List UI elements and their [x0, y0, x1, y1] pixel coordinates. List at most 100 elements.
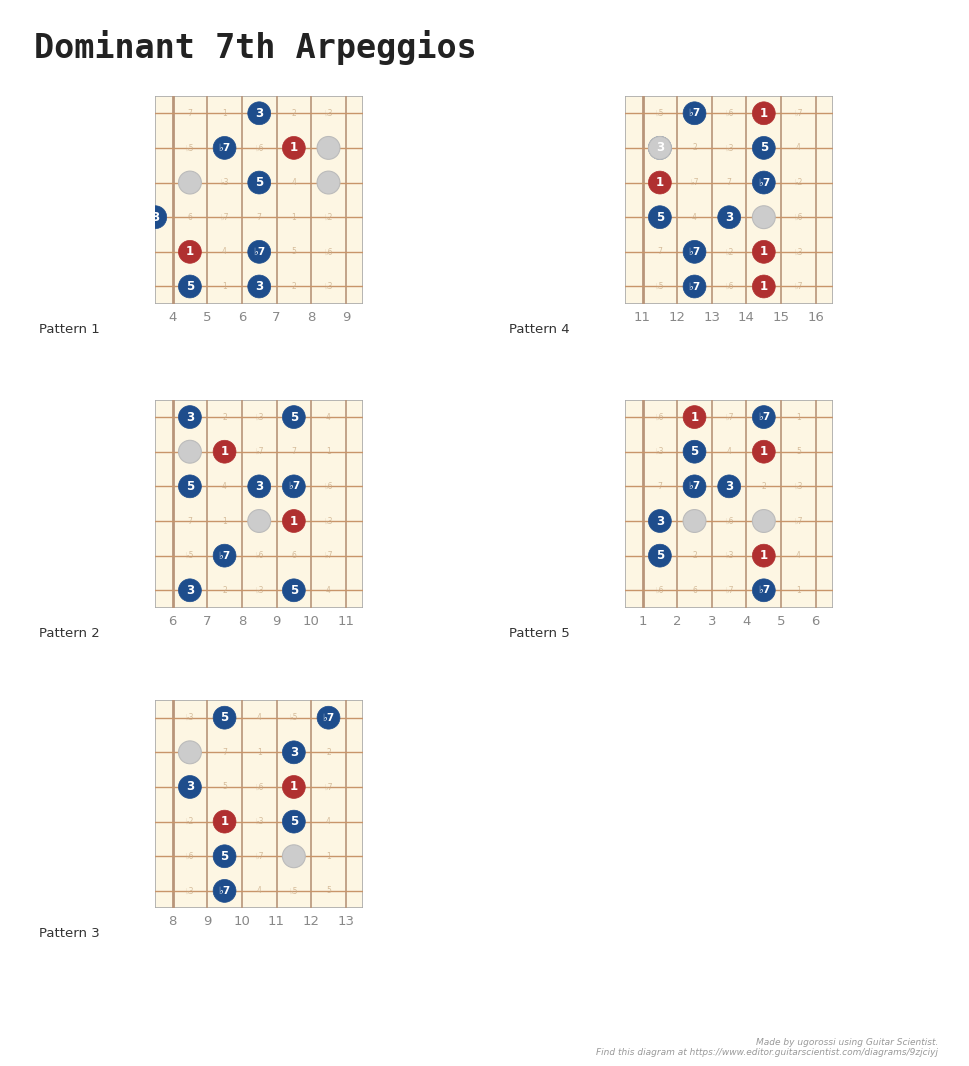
Text: Pattern 2: Pattern 2	[39, 627, 100, 640]
Text: 3: 3	[255, 280, 264, 293]
Text: ♭2: ♭2	[656, 144, 664, 152]
Text: 6: 6	[222, 852, 227, 860]
Text: 5: 5	[692, 517, 697, 526]
Circle shape	[752, 136, 775, 159]
Text: ♭7: ♭7	[725, 586, 734, 595]
Text: ♭2: ♭2	[255, 109, 264, 117]
Text: ♭6: ♭6	[186, 448, 194, 456]
Text: 5: 5	[692, 109, 697, 117]
Text: 2: 2	[327, 748, 330, 757]
Text: ♭6: ♭6	[725, 517, 734, 526]
Text: 6: 6	[692, 413, 697, 421]
Text: 5: 5	[760, 142, 768, 155]
Text: ♭3: ♭3	[795, 247, 802, 256]
Text: 1: 1	[760, 549, 767, 562]
Text: ♭3: ♭3	[656, 448, 664, 456]
Circle shape	[648, 510, 672, 532]
Text: Pattern 1: Pattern 1	[39, 323, 100, 336]
Circle shape	[248, 241, 270, 263]
Text: ♭7: ♭7	[218, 551, 231, 561]
Text: 1: 1	[762, 178, 766, 187]
Text: 7: 7	[727, 178, 732, 187]
Text: 7: 7	[292, 448, 297, 456]
Text: 2: 2	[222, 818, 227, 826]
Text: ♭2: ♭2	[186, 818, 194, 826]
Text: 5: 5	[220, 711, 229, 724]
Circle shape	[178, 406, 202, 429]
Text: 5: 5	[796, 448, 801, 456]
Text: ♭6: ♭6	[656, 413, 664, 421]
Circle shape	[282, 136, 305, 159]
Text: 1: 1	[656, 176, 664, 189]
Text: 7: 7	[762, 586, 766, 595]
Text: ♭7: ♭7	[795, 517, 802, 526]
Text: 4: 4	[692, 213, 697, 222]
Text: ♭5: ♭5	[255, 247, 264, 256]
Text: ♭5: ♭5	[656, 109, 664, 117]
Text: 6: 6	[762, 282, 766, 291]
Text: 3: 3	[762, 551, 766, 560]
Text: ♭6: ♭6	[186, 852, 194, 860]
Circle shape	[178, 275, 202, 297]
Text: 7: 7	[187, 109, 193, 117]
Circle shape	[752, 406, 775, 429]
Text: 6: 6	[762, 517, 766, 526]
Text: 3: 3	[292, 818, 297, 826]
Circle shape	[648, 136, 672, 159]
Text: ♭3: ♭3	[255, 586, 264, 595]
Text: ♭7: ♭7	[795, 282, 802, 291]
Text: Pattern 4: Pattern 4	[509, 323, 570, 336]
Circle shape	[648, 172, 672, 194]
Text: Pattern 5: Pattern 5	[509, 627, 570, 640]
Circle shape	[752, 172, 775, 194]
Circle shape	[718, 206, 740, 228]
Text: 5: 5	[656, 549, 664, 562]
Text: ♭7: ♭7	[323, 713, 334, 723]
Circle shape	[752, 510, 775, 532]
Text: 7: 7	[762, 413, 766, 421]
Text: 5: 5	[222, 551, 227, 560]
Text: 3: 3	[187, 482, 193, 490]
Text: 1: 1	[327, 852, 330, 860]
Text: 4: 4	[292, 178, 297, 187]
Text: 1: 1	[290, 142, 297, 155]
Text: ♭6: ♭6	[725, 109, 734, 117]
Circle shape	[248, 510, 270, 532]
Text: 3: 3	[187, 247, 193, 256]
Circle shape	[752, 275, 775, 297]
Text: ♭3: ♭3	[795, 482, 802, 490]
Text: ♭5: ♭5	[186, 144, 194, 152]
Text: 3: 3	[186, 584, 194, 597]
Text: 1: 1	[186, 245, 194, 258]
Text: 5: 5	[690, 446, 699, 458]
Circle shape	[248, 102, 270, 125]
Circle shape	[752, 241, 775, 263]
Text: 1: 1	[691, 410, 699, 423]
Text: 2: 2	[692, 551, 697, 560]
Text: 3: 3	[656, 142, 664, 155]
Text: 6: 6	[222, 448, 227, 456]
Text: Pattern 3: Pattern 3	[39, 927, 100, 940]
Text: 5: 5	[222, 144, 227, 152]
Text: 3: 3	[255, 107, 264, 119]
Circle shape	[718, 475, 740, 498]
Text: 5: 5	[692, 282, 697, 291]
Text: ♭7: ♭7	[218, 886, 231, 895]
Text: 5: 5	[290, 410, 298, 423]
Text: 7: 7	[292, 852, 297, 860]
Text: 3: 3	[290, 746, 297, 759]
Circle shape	[752, 545, 775, 567]
Text: 6: 6	[292, 782, 297, 791]
Text: ♭6: ♭6	[656, 586, 664, 595]
Text: 6: 6	[762, 109, 766, 117]
Circle shape	[648, 206, 672, 228]
Circle shape	[317, 707, 340, 729]
Text: 3: 3	[657, 213, 663, 222]
Circle shape	[282, 579, 305, 601]
Text: ♭5: ♭5	[656, 282, 664, 291]
Text: 5: 5	[186, 280, 194, 293]
Text: ♭5: ♭5	[186, 551, 194, 560]
Circle shape	[282, 776, 305, 798]
Text: 5: 5	[220, 850, 229, 862]
Text: ♭2: ♭2	[725, 482, 734, 490]
